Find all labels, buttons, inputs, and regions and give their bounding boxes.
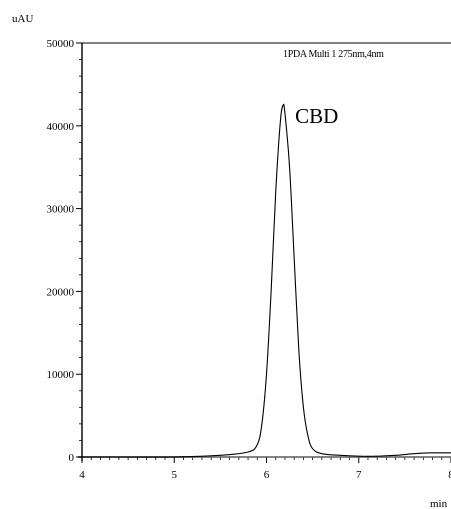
y-tick-label: 20000	[47, 286, 75, 298]
chromatogram-trace	[81, 103, 451, 458]
legend-label: 1PDA Multi 1 275nm,4nm	[283, 49, 384, 60]
x-axis-unit-label: min	[430, 498, 448, 509]
axes	[76, 42, 451, 463]
x-tick-label: 8	[448, 469, 451, 481]
x-tick-label: 5	[172, 469, 178, 481]
y-tick-label: 0	[69, 452, 75, 464]
x-tick-label: 4	[79, 469, 85, 481]
y-tick-label: 30000	[47, 204, 75, 216]
peak-label-cbd: CBD	[295, 104, 338, 128]
y-tick-label: 10000	[47, 369, 75, 381]
y-tick-labels: 0 10000 20000 30000 40000 50000	[47, 38, 75, 464]
x-tick-label: 7	[356, 469, 362, 481]
x-tick-label: 6	[264, 469, 270, 481]
y-axis-unit-label: uAU	[12, 13, 33, 25]
x-tick-labels: 4 5 6 7 8	[79, 469, 451, 481]
y-tick-label: 40000	[47, 121, 75, 133]
y-tick-label: 50000	[47, 38, 75, 50]
